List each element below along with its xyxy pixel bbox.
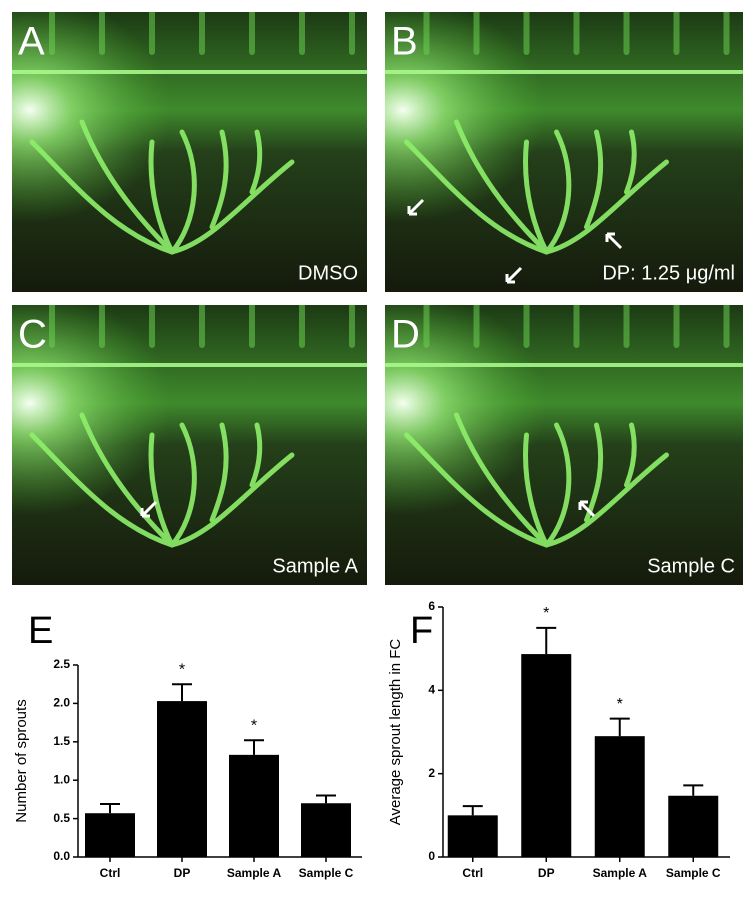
panel-letter: C <box>18 313 47 357</box>
image-panels: A DMSO B DP: 1.25 μg/ml C Sample A D Sam… <box>12 12 743 585</box>
y-tick-label: 0 <box>428 849 435 863</box>
x-tick-label: Ctrl <box>462 866 483 880</box>
chart-title: F <box>410 610 433 652</box>
chart-title: E <box>28 610 53 652</box>
y-tick-label: 2 <box>428 766 435 780</box>
y-tick-label: 0.5 <box>53 811 70 825</box>
panel-letter: B <box>391 20 418 64</box>
x-tick-label: DP <box>174 866 191 880</box>
y-tick-label: 1.0 <box>53 772 70 786</box>
panel-d: D Sample C <box>385 305 743 585</box>
bar <box>301 803 351 857</box>
panel-letter: D <box>391 313 420 357</box>
bar <box>229 754 279 857</box>
y-tick-label: 2.0 <box>53 696 70 710</box>
panel-caption: DMSO <box>298 262 358 284</box>
significance-label: * <box>543 605 549 622</box>
bar <box>594 736 645 857</box>
y-axis-label: Average sprout length in FC <box>387 639 404 826</box>
bar <box>157 701 207 857</box>
y-tick-label: 4 <box>428 683 435 697</box>
y-tick-label: 0.0 <box>53 849 70 863</box>
panel-b: B DP: 1.25 μg/ml <box>385 12 743 292</box>
significance-label: * <box>251 717 257 734</box>
x-tick-label: Ctrl <box>100 866 121 880</box>
x-tick-label: Sample C <box>299 866 354 880</box>
panel-letter: A <box>18 20 45 64</box>
panel-caption: Sample C <box>647 555 735 577</box>
y-tick-label: 1.5 <box>53 734 70 748</box>
panel-a: A DMSO <box>12 12 367 292</box>
x-tick-label: Sample A <box>227 866 282 880</box>
panel-caption: Sample A <box>272 555 358 577</box>
bar <box>447 815 498 857</box>
bar <box>521 654 572 857</box>
y-tick-label: 6 <box>428 599 435 613</box>
bar-chart: E Number of sprouts 0.0 0.5 1.0 1.5 2.0 2.5 Ctrl… <box>13 610 362 880</box>
panel-c: C Sample A <box>12 305 367 585</box>
panel-caption: DP: 1.25 μg/ml <box>602 262 735 284</box>
significance-label: * <box>179 661 185 678</box>
y-tick-label: 2.5 <box>53 657 70 671</box>
x-tick-label: Sample A <box>593 866 648 880</box>
bar <box>85 813 135 857</box>
bar <box>668 795 719 857</box>
bar-chart: F Average sprout length in FC 0 2 4 6 Ctrl DP * S… <box>387 599 730 880</box>
y-axis-label: Number of sprouts <box>13 699 30 822</box>
x-tick-label: DP <box>538 866 555 880</box>
significance-label: * <box>617 696 623 713</box>
x-tick-label: Sample C <box>666 866 721 880</box>
